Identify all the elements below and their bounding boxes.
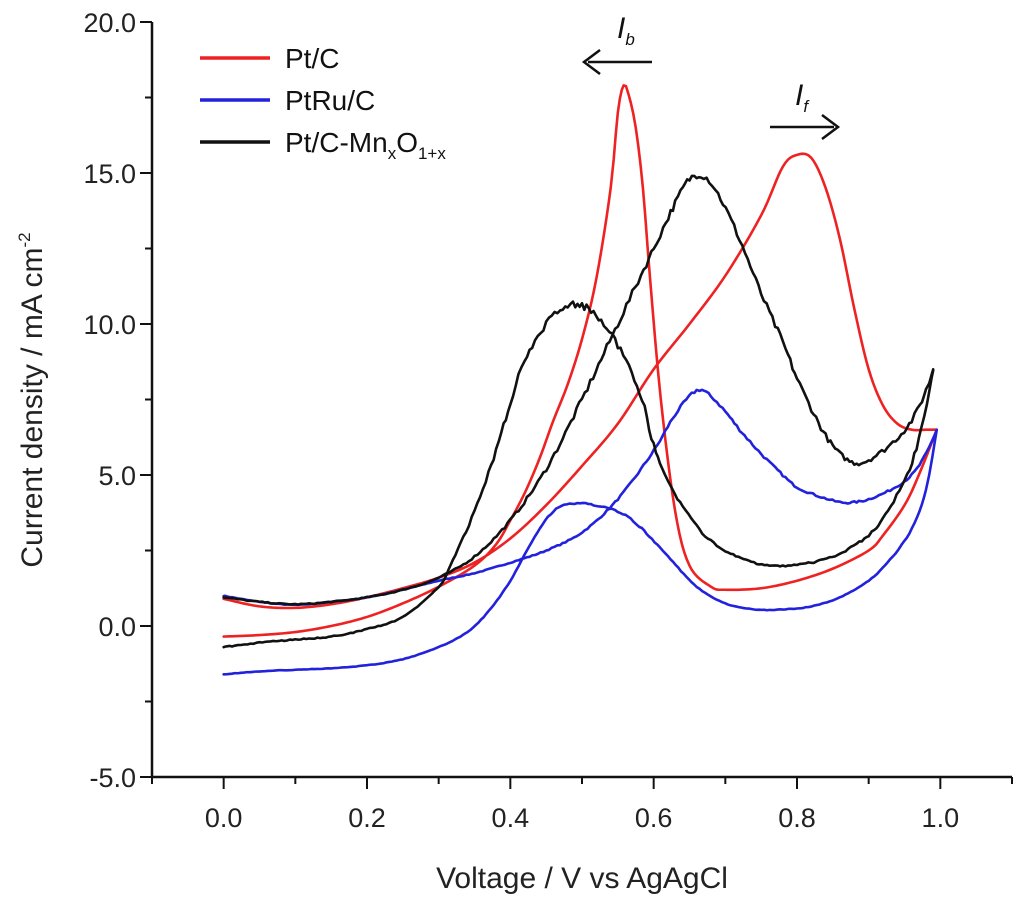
y-axis-title-sup: -2	[15, 232, 34, 247]
y-tick-label: 0.0	[98, 612, 136, 642]
tick-marks	[140, 21, 1013, 789]
annotation-backward-peak: Ib	[581, 12, 652, 75]
legend-label-ptc-mnox-sub1: x	[388, 144, 397, 163]
y-axis-title: Current density / mA cm-2	[15, 232, 49, 567]
x-tick-label: 0.4	[492, 803, 530, 833]
y-tick-label: 20.0	[83, 8, 136, 38]
legend-label-ptc-mnox-main: Pt/C-Mn	[285, 127, 388, 158]
legend-label-ptc-mnox: Pt/C-MnxO1+x	[285, 127, 446, 163]
legend: Pt/C PtRu/C Pt/C-MnxO1+x	[200, 43, 446, 163]
x-tick-label: 0.0	[205, 803, 243, 833]
legend-label-ptc: Pt/C	[285, 43, 339, 74]
series-line-0	[222, 84, 939, 638]
x-tick-label: 1.0	[922, 803, 960, 833]
annotation-ib-label: Ib	[617, 12, 635, 49]
legend-label-ptc-mnox-sub2: 1+x	[418, 144, 446, 163]
y-tick-label: 15.0	[83, 159, 136, 189]
annotation-if-arrowhead-icon	[821, 114, 841, 140]
x-tick-label: 0.2	[348, 803, 386, 833]
legend-label-ptc-mnox-mid: O	[396, 127, 418, 158]
y-tick-label: -5.0	[89, 763, 136, 793]
y-tick-label: 5.0	[98, 461, 136, 491]
plot-series-group	[222, 84, 939, 676]
x-tick-label: 0.6	[635, 803, 673, 833]
x-tick-label: 0.8	[778, 803, 816, 833]
legend-label-ptruc: PtRu/C	[285, 85, 375, 116]
annotation-ib-arrowhead-icon	[581, 49, 601, 75]
series-line-1	[222, 388, 939, 676]
y-axis-title-main: Current density / mA cm	[16, 248, 49, 568]
series-line-2	[222, 174, 935, 649]
tick-labels: 0.0 0.2 0.4 0.6 0.8 1.0 -5.0 0.0 5.0 10.0 15.0 20.0	[83, 8, 959, 833]
x-axis-title: Voltage / V vs AgAgCl	[436, 862, 728, 895]
y-tick-label: 10.0	[83, 310, 136, 340]
annotation-if-label: If	[795, 79, 810, 116]
annotation-forward-peak: If	[770, 79, 841, 140]
